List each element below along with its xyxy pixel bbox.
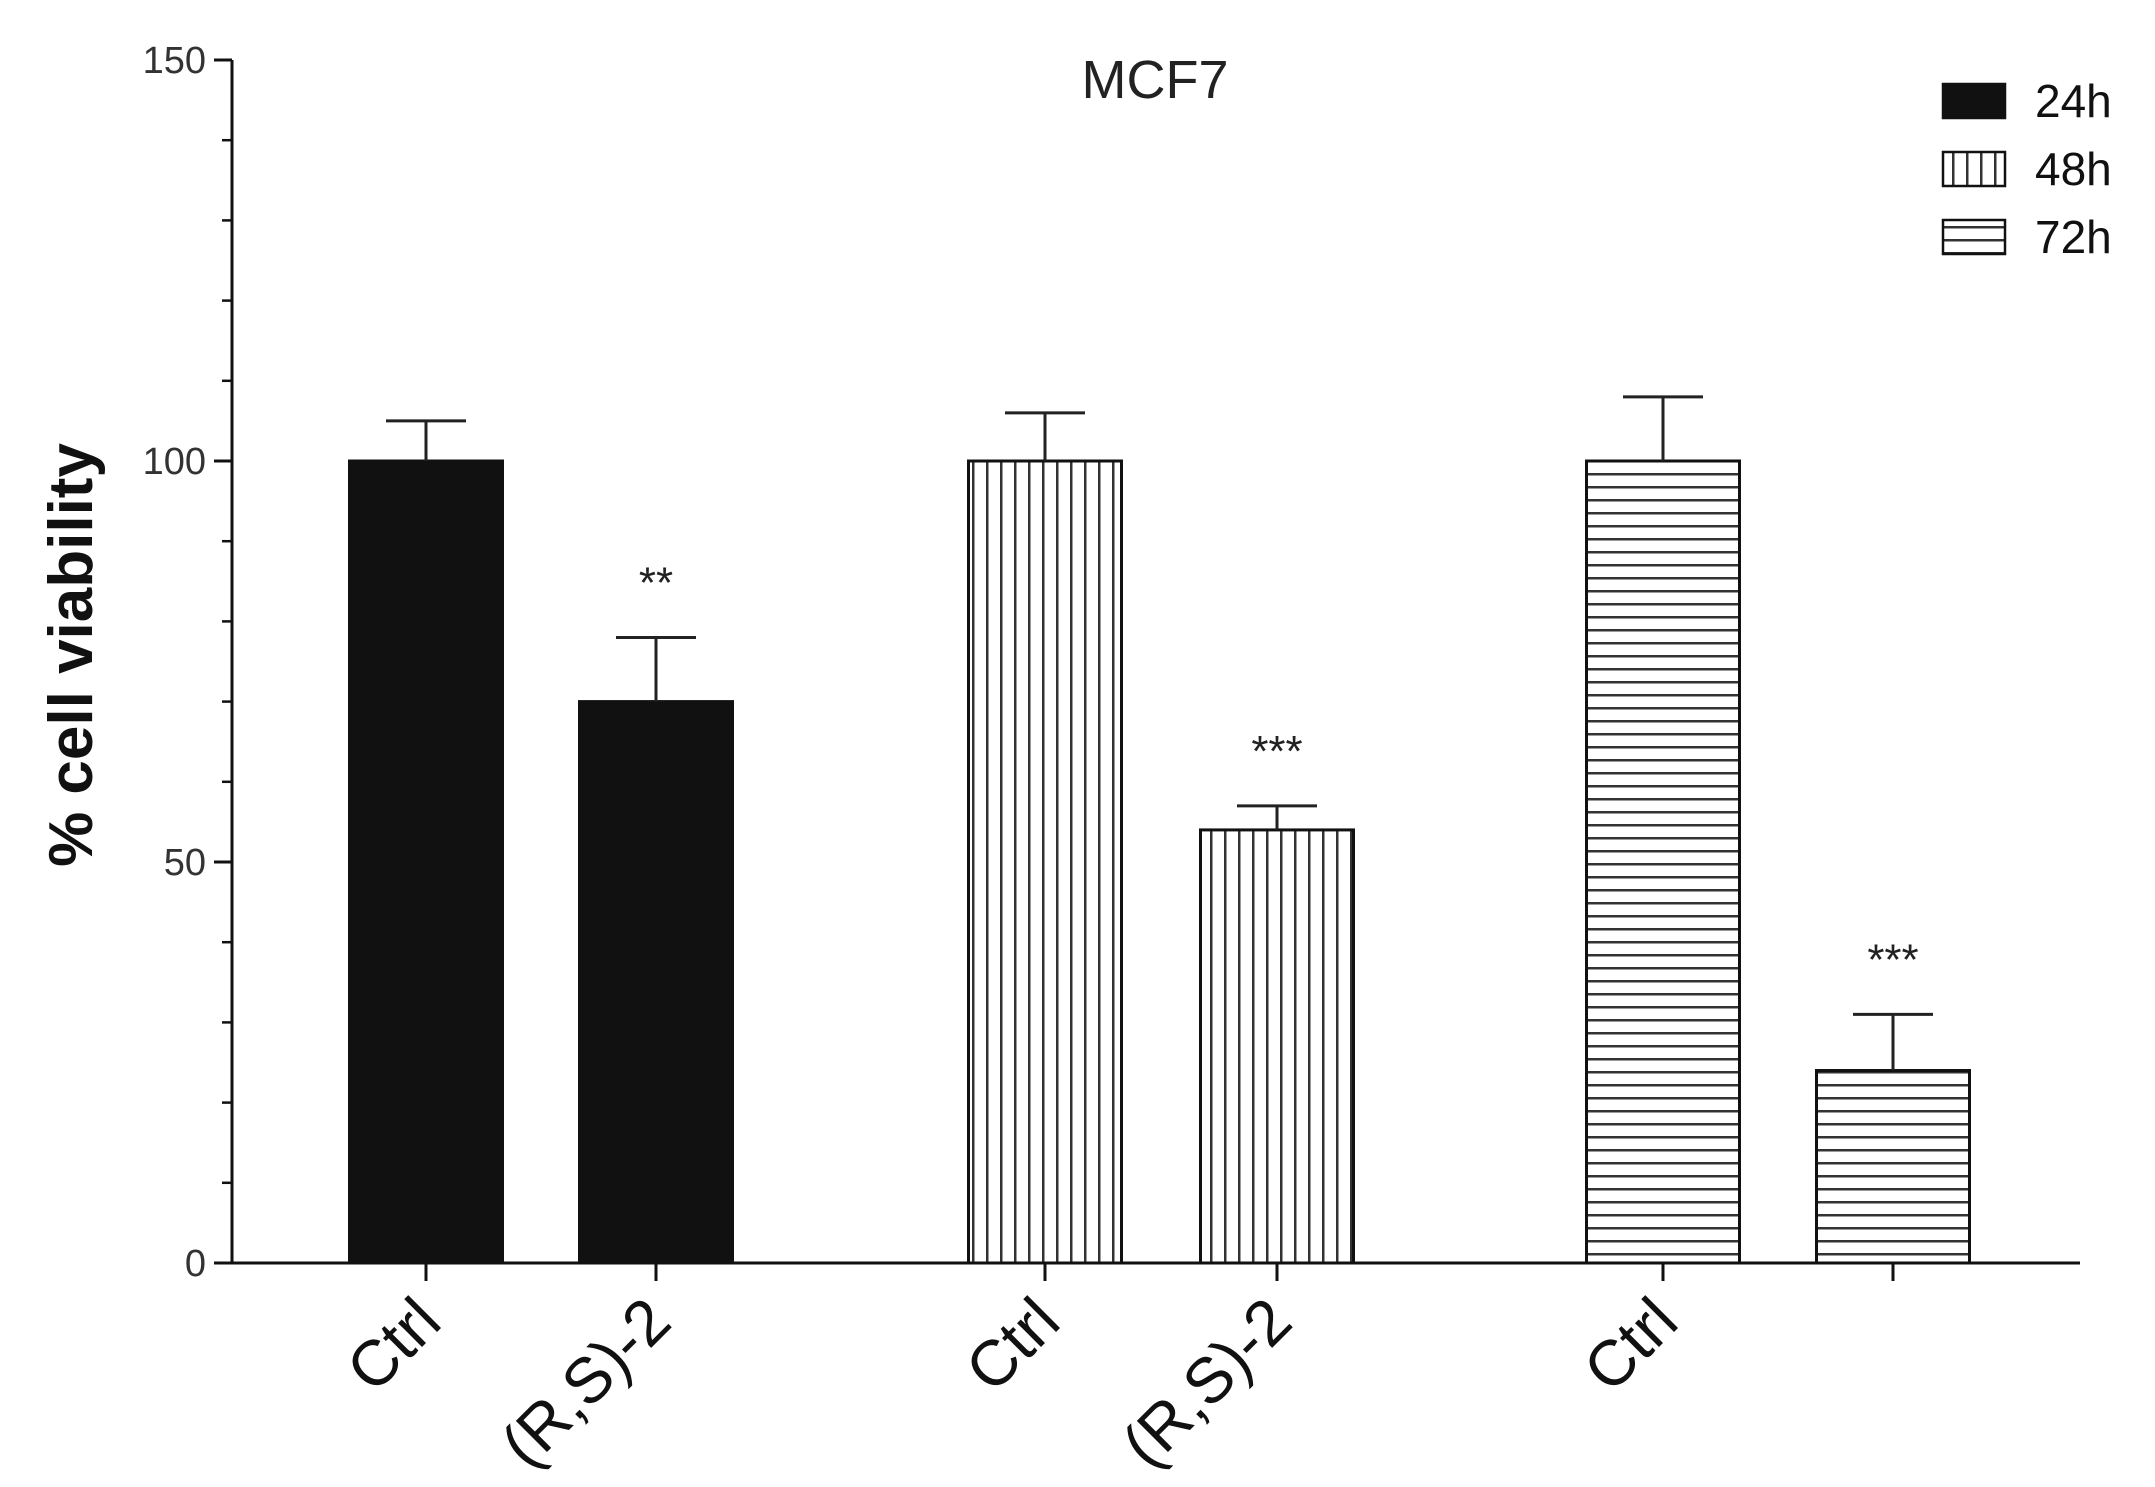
legend-label: 24h — [2035, 75, 2112, 127]
legend-swatch — [1941, 150, 2007, 188]
bar — [1585, 459, 1741, 1265]
legend-swatch — [1941, 218, 2007, 256]
x-category-label: Ctrl — [952, 1284, 1073, 1405]
y-tick-label: 0 — [185, 1243, 206, 1285]
x-category-label: (R,S)-2 — [1108, 1284, 1305, 1481]
x-category-label: Ctrl — [333, 1284, 454, 1405]
significance-labels: ******** — [639, 558, 1919, 984]
legend-label: 72h — [2035, 211, 2112, 263]
x-category-labels: Ctrl (R,S)-2 Ctrl (R,S)-2 Ctrl — [333, 1263, 1895, 1481]
legend: 24h 48h 72h — [1941, 75, 2112, 263]
y-tick-label: 100 — [143, 441, 206, 483]
bar — [348, 459, 504, 1265]
bar — [967, 459, 1123, 1265]
bar — [1199, 828, 1355, 1265]
y-tick-label: 50 — [164, 842, 206, 884]
legend-swatch — [1941, 82, 2007, 120]
significance-label: *** — [1867, 935, 1918, 984]
significance-label: *** — [1251, 727, 1302, 776]
x-category-label: Ctrl — [1570, 1284, 1691, 1405]
y-ticks: 0 50 100 150 — [143, 40, 232, 1285]
legend-label: 48h — [2035, 143, 2112, 195]
x-category-label: (R,S)-2 — [487, 1284, 684, 1481]
axes — [230, 60, 2080, 1265]
y-axis-label: % cell viability — [37, 443, 106, 867]
bar — [578, 700, 734, 1265]
error-bars — [386, 395, 1933, 1071]
y-tick-label: 150 — [143, 40, 206, 82]
bars — [348, 459, 1971, 1265]
significance-label: ** — [639, 558, 673, 607]
bar — [1815, 1069, 1971, 1265]
chart-title: MCF7 — [1082, 50, 1229, 110]
